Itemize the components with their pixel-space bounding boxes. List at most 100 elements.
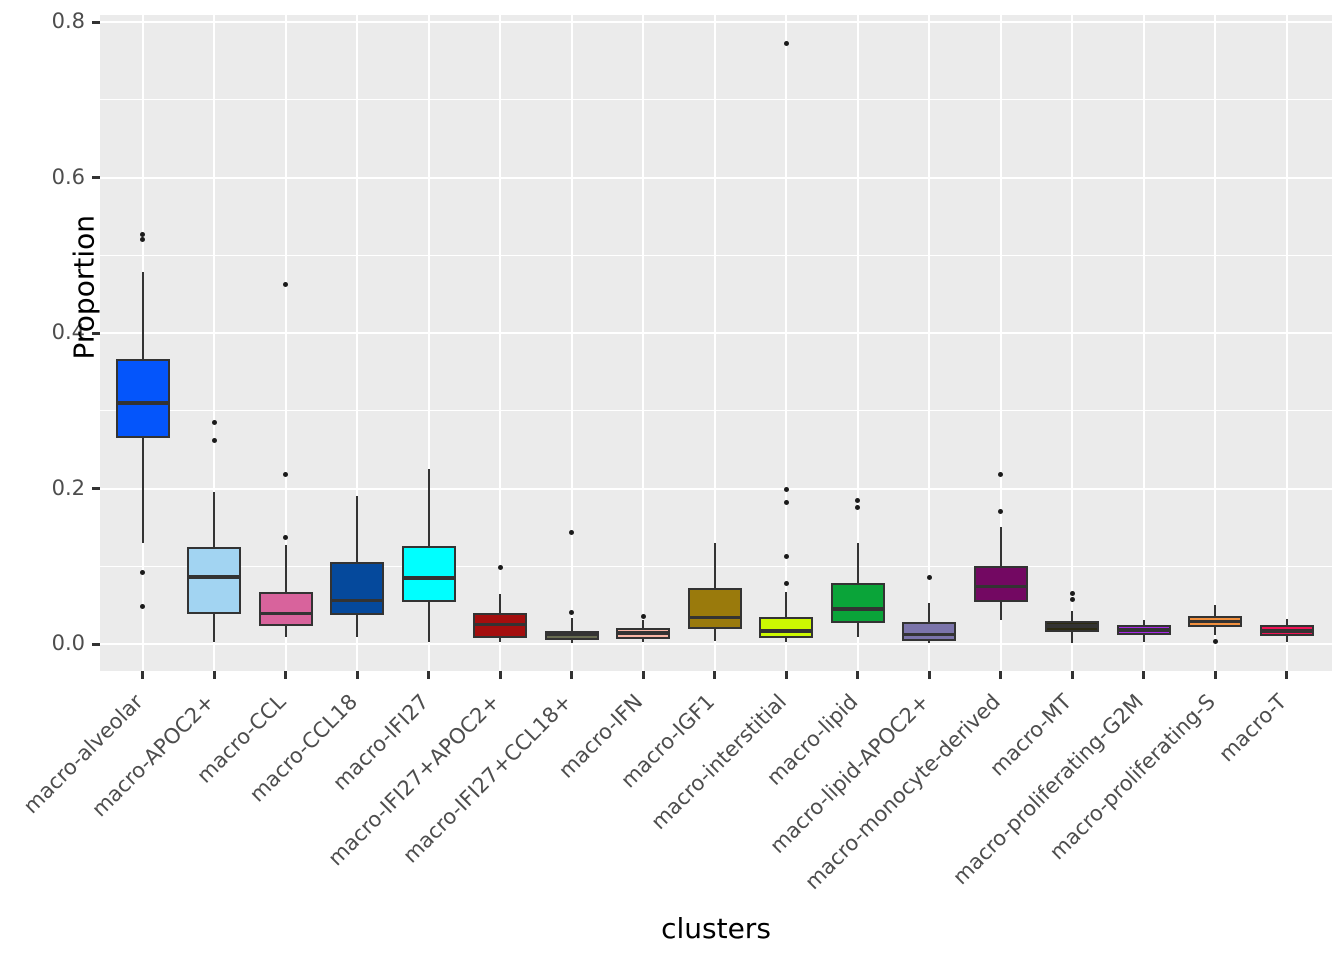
outlier-point: [140, 237, 146, 243]
outlier-point: [211, 419, 217, 425]
box: [401, 546, 456, 602]
median-line: [830, 607, 885, 611]
y-tick-label: 0.6: [51, 164, 85, 189]
y-tick-label: 0.8: [51, 9, 85, 33]
y-tick-mark: [92, 642, 100, 646]
y-tick-mark: [92, 487, 100, 490]
box: [258, 591, 313, 627]
outlier-point: [283, 282, 289, 288]
y-tick-mark: [92, 331, 100, 335]
box: [687, 588, 742, 630]
x-tick-mark: [927, 671, 931, 679]
gridline-major-horizontal: [100, 487, 1332, 490]
gridline-major-horizontal: [100, 21, 1332, 23]
y-tick-mark: [92, 20, 100, 24]
gridline-major-vertical: [713, 15, 716, 671]
median-line: [973, 584, 1028, 589]
x-tick-mark: [284, 671, 288, 679]
gridline-major-vertical: [1214, 15, 1217, 671]
x-tick-label: macro-T: [1214, 689, 1292, 767]
median-line: [401, 576, 456, 580]
median-line: [687, 615, 742, 620]
gridline-minor-horizontal: [100, 410, 1332, 412]
outlier-point: [1069, 597, 1075, 603]
outlier-point: [1069, 590, 1075, 596]
gridline-major-vertical: [785, 15, 788, 671]
x-tick-label: macro-APOC2+: [86, 689, 219, 822]
gridline-minor-horizontal: [100, 254, 1332, 256]
gridline-major-vertical: [856, 15, 859, 671]
gridline-major-vertical: [570, 15, 573, 671]
outlier-point: [998, 508, 1004, 514]
outlier-point: [140, 604, 146, 610]
outlier-point: [140, 569, 146, 575]
median-line: [115, 401, 170, 405]
x-tick-mark: [355, 671, 359, 679]
box: [902, 622, 957, 641]
box: [115, 359, 170, 438]
gridline-major-vertical: [499, 15, 502, 671]
whisker: [284, 545, 287, 637]
outlier-point: [783, 580, 789, 586]
whisker: [570, 618, 573, 644]
x-tick-mark: [1142, 671, 1146, 679]
outlier-point: [783, 41, 789, 47]
x-tick-mark: [999, 671, 1003, 679]
x-tick-mark: [141, 671, 145, 679]
gridline-minor-horizontal: [100, 99, 1332, 101]
median-line: [330, 598, 385, 603]
plot-panel: [100, 15, 1332, 671]
median-line: [544, 632, 599, 637]
outlier-point: [497, 564, 503, 570]
y-tick-mark: [92, 176, 100, 179]
box: [330, 562, 385, 616]
median-line: [473, 622, 528, 627]
median-line: [187, 575, 242, 579]
median-line: [616, 631, 671, 635]
outlier-point: [783, 499, 789, 505]
gridline-major-vertical: [356, 15, 359, 671]
gridline-major-vertical: [642, 15, 645, 671]
outlier-point: [1212, 639, 1218, 645]
x-tick-mark: [1213, 671, 1217, 679]
x-tick-mark: [498, 671, 502, 679]
y-tick-label: 0.2: [51, 475, 85, 500]
outlier-point: [855, 504, 861, 510]
gridline-major-vertical: [1071, 15, 1074, 671]
gridline-major-vertical: [999, 15, 1002, 671]
x-tick-mark: [784, 671, 788, 679]
outlier-point: [569, 529, 575, 535]
median-line: [1259, 628, 1314, 633]
outlier-point: [855, 498, 861, 504]
gridline-major-horizontal: [100, 332, 1332, 334]
outlier-point: [783, 486, 789, 492]
gridline-major-horizontal: [100, 643, 1332, 645]
outlier-point: [569, 610, 575, 616]
median-line: [258, 611, 313, 616]
x-tick-mark: [1070, 671, 1074, 679]
gridline-minor-horizontal: [100, 565, 1332, 567]
x-tick-mark: [856, 671, 860, 679]
x-axis-title: clusters: [661, 912, 771, 945]
median-line: [1045, 624, 1100, 628]
x-tick-mark: [713, 671, 717, 679]
outlier-point: [283, 472, 289, 477]
outlier-point: [783, 554, 789, 560]
x-tick-label: macro-alveolar: [18, 689, 148, 819]
y-axis-title: Proportion: [67, 215, 101, 360]
outlier-point: [640, 614, 646, 620]
y-tick-label: 0.0: [51, 631, 85, 655]
gridline-major-vertical: [1285, 15, 1288, 671]
outlier-point: [283, 534, 289, 540]
median-line: [902, 632, 957, 637]
gridline-major-vertical: [284, 15, 287, 671]
x-tick-label: macro-interstitial: [646, 689, 791, 835]
median-line: [1188, 619, 1243, 624]
x-tick-mark: [641, 671, 645, 679]
gridline-major-horizontal: [100, 176, 1332, 179]
outlier-point: [998, 472, 1004, 477]
gridline-major-vertical: [213, 15, 216, 671]
x-tick-mark: [570, 671, 574, 679]
gridline-major-vertical: [427, 15, 430, 671]
